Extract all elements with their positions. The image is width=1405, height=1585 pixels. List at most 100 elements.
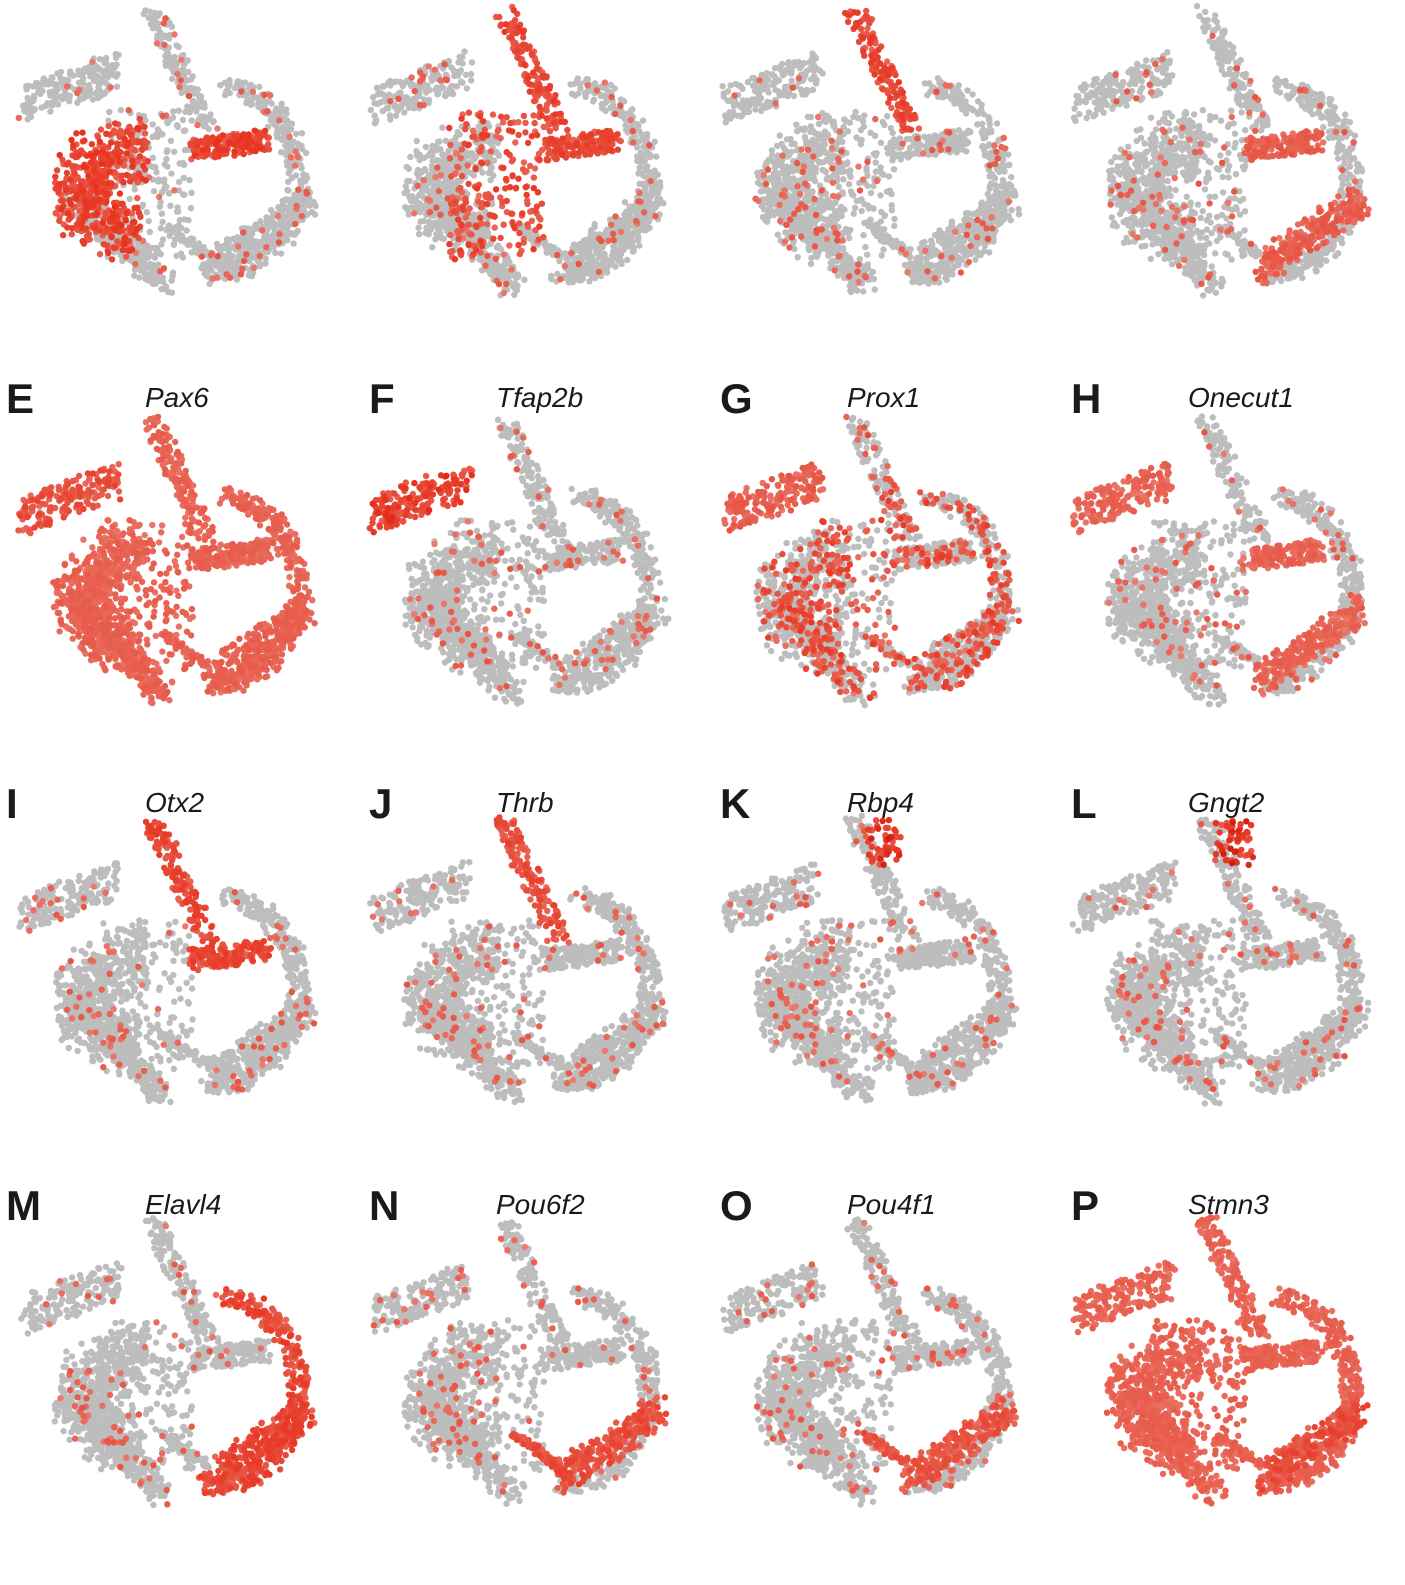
cell-point (640, 117, 646, 123)
cell-point (473, 247, 479, 253)
cell-point (430, 220, 436, 226)
cell-point (94, 149, 100, 155)
cell-point (38, 104, 44, 110)
cell-point (464, 85, 470, 91)
cell-point (759, 72, 765, 78)
cell-point (501, 251, 507, 257)
cell-point (522, 129, 528, 135)
cell-point (767, 99, 773, 105)
cell-point (186, 93, 192, 99)
cell-point (628, 117, 634, 123)
cell-point (557, 276, 563, 282)
cell-point (104, 226, 110, 232)
cell-point (898, 156, 904, 162)
cell-point (450, 91, 456, 97)
cell-point (159, 211, 165, 217)
cell-point (411, 204, 417, 210)
cell-point (118, 222, 124, 228)
cell-point (492, 224, 498, 230)
cell-point (521, 61, 527, 67)
cell-point (509, 128, 515, 134)
cell-point (500, 165, 506, 171)
cell-point (217, 147, 223, 153)
cell-point (108, 158, 114, 164)
cell-point (134, 125, 140, 131)
cell-point (914, 145, 920, 151)
cell-point (249, 273, 255, 279)
cell-point (442, 189, 448, 195)
cell-point (116, 159, 122, 165)
cell-point (509, 172, 515, 178)
cell-point (234, 141, 240, 147)
cell-point (490, 236, 496, 242)
cell-point (171, 149, 177, 155)
cell-point (231, 148, 237, 154)
cell-point (532, 120, 538, 126)
cell-point (124, 150, 130, 156)
cell-point (500, 119, 506, 125)
cell-point (62, 95, 68, 101)
cell-point (551, 119, 557, 125)
cell-point (515, 132, 521, 138)
cell-point (466, 142, 472, 148)
cell-point (547, 128, 553, 134)
cell-point (730, 109, 736, 115)
cell-point (636, 190, 642, 196)
cell-point (422, 230, 428, 236)
cell-point (30, 83, 36, 89)
cell-point (478, 238, 484, 244)
cell-point (906, 153, 912, 159)
cell-point (68, 137, 74, 143)
cell-point (534, 203, 540, 209)
cell-point (529, 133, 535, 139)
cell-point (254, 95, 260, 101)
cell-point (278, 101, 284, 107)
cell-point (162, 15, 168, 21)
cell-point (765, 89, 771, 95)
cell-point (164, 163, 170, 169)
cell-point (56, 181, 62, 187)
cell-point (134, 205, 140, 211)
cell-point (379, 83, 385, 89)
cell-point (102, 210, 108, 216)
cell-point (112, 120, 118, 126)
cell-point (587, 243, 593, 249)
cell-point (178, 77, 184, 83)
cell-point (86, 231, 92, 237)
cell-point (99, 160, 105, 166)
cell-point (634, 230, 640, 236)
cell-point (108, 139, 114, 145)
cell-point (421, 218, 427, 224)
cell-point (96, 66, 102, 72)
cell-point (158, 225, 164, 231)
cell-point (648, 178, 654, 184)
cell-point (785, 60, 791, 66)
cell-point (81, 214, 87, 220)
cell-point (798, 63, 804, 69)
cell-point (819, 70, 825, 76)
cell-point (404, 188, 410, 194)
cell-point (193, 242, 199, 248)
cell-point (479, 169, 485, 175)
cell-point (182, 127, 188, 133)
cell-point (241, 151, 247, 157)
cell-point (48, 102, 54, 108)
cell-point (299, 213, 305, 219)
cell-point (459, 54, 465, 60)
cell-point (171, 187, 177, 193)
cell-point (181, 216, 187, 222)
cell-point (394, 108, 400, 114)
cell-point (408, 74, 414, 80)
cell-point (151, 188, 157, 194)
cell-point (178, 90, 184, 96)
cell-point (634, 121, 640, 127)
cell-point (429, 158, 435, 164)
cell-point (437, 212, 443, 218)
cell-point (446, 125, 452, 131)
cell-point (629, 203, 635, 209)
cell-point (577, 248, 583, 254)
cell-point (585, 82, 591, 88)
cell-point (135, 243, 141, 249)
cell-point (907, 145, 913, 151)
cell-point (739, 112, 745, 118)
